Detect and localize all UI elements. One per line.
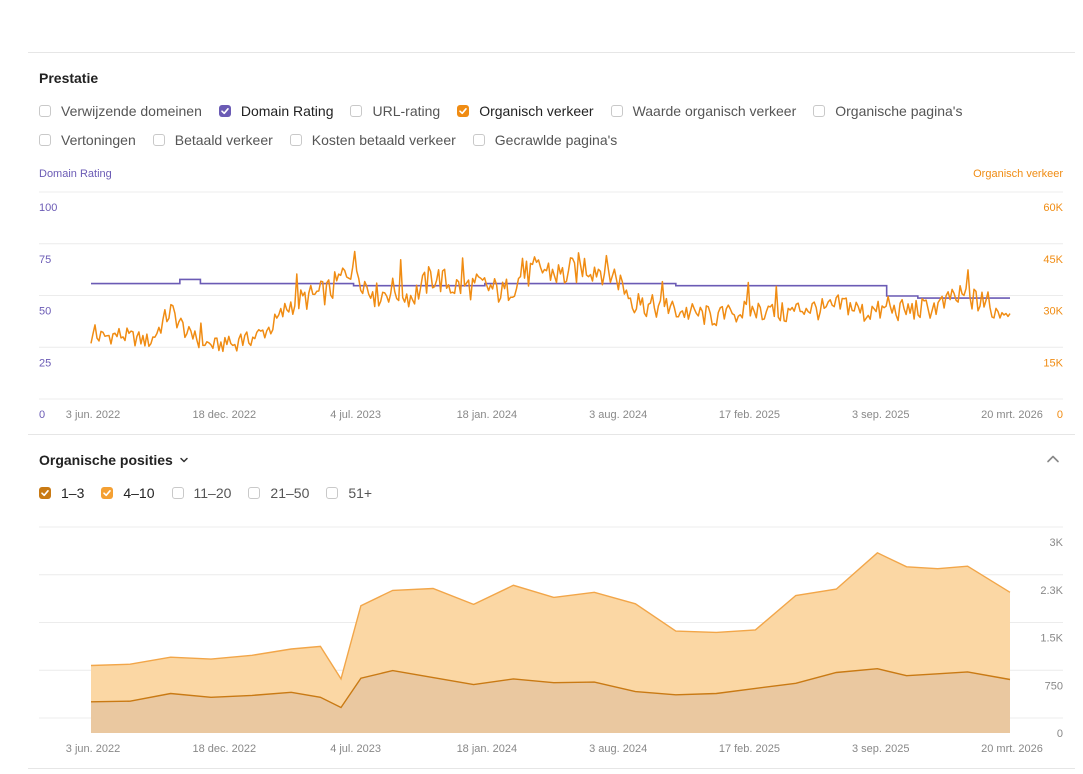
- checkbox-vertoningen[interactable]: Vertoningen: [39, 132, 136, 148]
- left-axis-tick: 0: [39, 409, 45, 421]
- checkbox-1-3[interactable]: 1–3: [39, 485, 84, 501]
- right-axis-title: Organisch verkeer: [973, 168, 1063, 180]
- checkbox-label: 51+: [348, 485, 373, 501]
- x-axis-tick: 20 mrt. 2026: [981, 409, 1043, 421]
- checkbox-label: URL-rating: [372, 103, 441, 119]
- checkbox-unchecked-icon[interactable]: [813, 105, 826, 117]
- right-axis-tick: 15K: [1043, 357, 1063, 369]
- left-axis-tick: 25: [39, 357, 51, 369]
- x-axis-tick: 18 jan. 2024: [457, 743, 518, 755]
- checkbox-kosten-betaald-verkeer[interactable]: Kosten betaald verkeer: [289, 132, 456, 148]
- right-axis-tick: 60K: [1043, 202, 1063, 214]
- checkbox-4-10[interactable]: 4–10: [101, 485, 155, 501]
- checkbox-label: Waarde organisch verkeer: [632, 103, 797, 119]
- top-divider: [28, 52, 1075, 53]
- checkbox-unchecked-icon[interactable]: [248, 487, 261, 499]
- x-axis-tick: 3 aug. 2024: [589, 409, 647, 421]
- area-1-3[interactable]: [91, 668, 1010, 733]
- chevron-down-icon: [180, 457, 188, 463]
- middle-divider: [28, 434, 1075, 435]
- checkbox-betaald-verkeer[interactable]: Betaald verkeer: [152, 132, 273, 148]
- x-axis-tick: 4 jul. 2023: [330, 409, 381, 421]
- line-1-3: [90, 667, 1011, 709]
- checkbox-21-50[interactable]: 21–50: [248, 485, 309, 501]
- checkbox-unchecked-icon[interactable]: [171, 487, 184, 499]
- checkbox-verwijzende-domeinen[interactable]: Verwijzende domeinen: [39, 103, 202, 119]
- left-axis-tick: 75: [39, 254, 51, 266]
- checkbox-label: 21–50: [270, 485, 310, 501]
- x-axis-tick: 3 sep. 2025: [852, 409, 910, 421]
- checkbox-unchecked-icon[interactable]: [39, 105, 51, 117]
- x-axis-tick: 3 jun. 2022: [66, 409, 120, 421]
- x-axis-tick: 3 jun. 2022: [66, 743, 120, 755]
- checkbox-label: 11–20: [193, 485, 232, 501]
- position-filter-row: 1–3 4–10 11–20 21–50 51+: [39, 485, 389, 501]
- x-axis-tick: 20 mrt. 2026: [981, 743, 1043, 755]
- line-4-10: [90, 551, 1011, 681]
- checkbox-checked-icon[interactable]: [101, 487, 114, 499]
- checkbox-organische-pagina-s[interactable]: Organische pagina's: [813, 103, 962, 119]
- checkbox-unchecked-icon[interactable]: [152, 134, 165, 146]
- metric-checkbox-row-1: Verwijzende domeinen Domain Rating URL-rat…: [39, 103, 979, 119]
- x-axis-tick: 18 dec. 2022: [192, 409, 256, 421]
- x-axis-tick: 17 feb. 2025: [719, 409, 780, 421]
- checkbox-unchecked-icon[interactable]: [289, 134, 302, 146]
- checkbox-unchecked-icon[interactable]: [350, 105, 363, 117]
- checkbox-waarde-organisch-verkeer[interactable]: Waarde organisch verkeer: [610, 103, 797, 119]
- checkbox-label: Organisch verkeer: [479, 103, 594, 119]
- checkbox-label: Gecrawlde pagina's: [494, 132, 618, 148]
- chevron-up-icon[interactable]: [1045, 451, 1061, 467]
- x-axis-tick: 4 jul. 2023: [330, 743, 381, 755]
- organic-positions-area-chart[interactable]: 0 750 1.5K 2.3K 3K 3 jun. 2022 18 dec. 2022 4 j…: [0, 520, 1083, 765]
- series-line-organisch-verkeer[interactable]: [90, 250, 1011, 353]
- x-axis-tick: 3 aug. 2024: [589, 743, 647, 755]
- checkbox-url-rating[interactable]: URL-rating: [350, 103, 440, 119]
- y-axis-tick: 3K: [1050, 537, 1064, 549]
- y-axis-tick: 2.3K: [1040, 585, 1063, 597]
- checkbox-checked-icon[interactable]: [39, 487, 51, 499]
- checkbox-label: Vertoningen: [61, 132, 136, 148]
- y-axis-tick: 0: [1057, 728, 1063, 740]
- checkbox-label: Betaald verkeer: [174, 132, 273, 148]
- series-line-domain-rating[interactable]: [91, 278, 1010, 299]
- checkbox-label: 4–10: [123, 485, 155, 501]
- performance-line-chart[interactable]: 0 25 50 75 100 0 15K 30K 45K 60K 3 jun. 2022 18 dec…: [0, 185, 1083, 425]
- left-axis-tick: 100: [39, 202, 57, 214]
- checkbox-domain-rating[interactable]: Domain Rating: [218, 103, 334, 119]
- prestatie-title: Prestatie: [39, 70, 99, 86]
- left-axis-tick: 50: [39, 306, 51, 318]
- organic-positions-dropdown[interactable]: Organische posities: [39, 452, 189, 468]
- checkbox-checked-icon[interactable]: [218, 105, 231, 117]
- x-axis-tick: 3 sep. 2025: [852, 743, 910, 755]
- x-axis-tick: 18 jan. 2024: [457, 409, 518, 421]
- bottom-divider: [28, 768, 1075, 769]
- checkbox-label: Verwijzende domeinen: [61, 103, 202, 119]
- right-axis-tick: 30K: [1043, 306, 1063, 318]
- checkbox-checked-icon[interactable]: [457, 105, 470, 117]
- metric-checkbox-row-2: Vertoningen Betaald verkeer Kosten betaald…: [39, 132, 634, 148]
- y-axis-tick: 750: [1045, 680, 1063, 692]
- x-axis-tick: 18 dec. 2022: [192, 743, 256, 755]
- checkbox-label: Organische pagina's: [835, 103, 963, 119]
- right-axis-tick: 45K: [1043, 254, 1063, 266]
- organic-positions-title: Organische posities: [39, 452, 173, 468]
- checkbox-unchecked-icon[interactable]: [326, 487, 339, 499]
- checkbox-unchecked-icon[interactable]: [39, 134, 51, 146]
- checkbox-organisch-verkeer[interactable]: Organisch verkeer: [457, 103, 594, 119]
- right-axis-tick: 0: [1057, 409, 1063, 421]
- checkbox-gecrawlde-pagina-s[interactable]: Gecrawlde pagina's: [472, 132, 618, 148]
- checkbox-unchecked-icon[interactable]: [610, 105, 623, 117]
- y-axis-tick: 1.5K: [1040, 633, 1063, 645]
- left-axis-title: Domain Rating: [39, 168, 112, 180]
- checkbox-51[interactable]: 51+: [326, 485, 372, 501]
- x-axis-tick: 17 feb. 2025: [719, 743, 780, 755]
- checkbox-11-20[interactable]: 11–20: [171, 485, 232, 501]
- checkbox-label: Kosten betaald verkeer: [311, 132, 456, 148]
- checkbox-label: 1–3: [61, 485, 85, 501]
- checkbox-unchecked-icon[interactable]: [472, 134, 485, 146]
- checkbox-label: Domain Rating: [240, 103, 334, 119]
